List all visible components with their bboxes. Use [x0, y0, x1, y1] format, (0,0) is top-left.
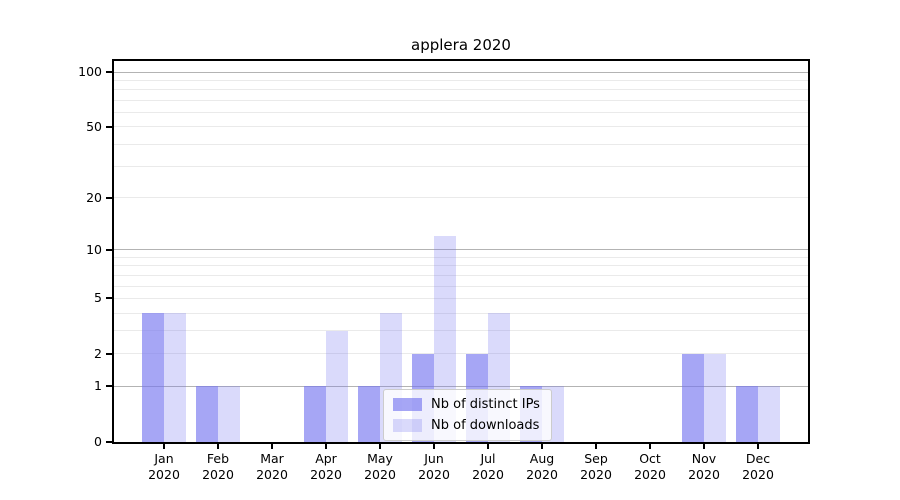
x-tick-mark — [757, 444, 759, 449]
legend-label-downloads: Nb of downloads — [431, 418, 540, 433]
y-tick-mark — [106, 71, 112, 74]
x-tick-mark — [163, 444, 165, 449]
x-tick-mark — [541, 444, 543, 449]
x-tick-label-apr: Apr 2020 — [310, 451, 342, 482]
x-tick-label-sep: Sep 2020 — [580, 451, 612, 482]
y-tick-mark — [106, 352, 112, 355]
bar-downloads-nov — [704, 353, 726, 442]
legend-swatch-downloads — [393, 419, 422, 432]
y-tick-label: 100 — [78, 64, 102, 80]
x-tick-label-jan: Jan 2020 — [148, 451, 180, 482]
y-tick-mark — [106, 385, 112, 388]
legend-item-distinct-ips: Nb of distinct IPs — [393, 397, 540, 412]
x-tick-label-aug: Aug 2020 — [526, 451, 558, 482]
gridline-minor — [114, 79, 808, 81]
y-tick-label: 50 — [86, 118, 102, 134]
x-tick-mark — [703, 444, 705, 449]
legend: Nb of distinct IPs Nb of downloads — [383, 389, 552, 441]
gridline-minor — [114, 297, 808, 299]
bar-distinct-ips-nov — [682, 353, 704, 442]
gridline-minor — [114, 353, 808, 355]
bar-downloads-jan — [164, 313, 186, 442]
y-tick-mark — [106, 297, 112, 300]
gridline-minor — [114, 197, 808, 199]
bar-distinct-ips-may — [358, 386, 380, 442]
y-tick-label: 5 — [94, 290, 102, 306]
gridline-minor — [114, 312, 808, 314]
y-tick-mark — [106, 196, 112, 199]
y-tick-mark — [106, 125, 112, 128]
x-tick-label-mar: Mar 2020 — [256, 451, 288, 482]
plot-area: Nb of distinct IPs Nb of downloads — [112, 59, 810, 444]
bar-distinct-ips-jan — [142, 313, 164, 442]
x-tick-label-oct: Oct 2020 — [634, 451, 666, 482]
bar-downloads-apr — [326, 330, 348, 442]
x-tick-label-nov: Nov 2020 — [688, 451, 720, 482]
legend-label-distinct-ips: Nb of distinct IPs — [431, 397, 540, 412]
gridline-minor — [114, 330, 808, 332]
y-tick-label: 20 — [86, 189, 102, 205]
gridline-minor — [114, 99, 808, 101]
gridline-minor — [114, 285, 808, 287]
x-tick-mark — [595, 444, 597, 449]
x-tick-label-jul: Jul 2020 — [472, 451, 504, 482]
x-tick-label-feb: Feb 2020 — [202, 451, 234, 482]
x-tick-mark — [379, 444, 381, 449]
gridline-minor — [114, 112, 808, 113]
y-tick-mark — [106, 248, 112, 251]
legend-swatch-distinct-ips — [393, 398, 422, 411]
gridline-major — [114, 71, 808, 73]
gridline-minor — [114, 265, 808, 267]
x-tick-label-jun: Jun 2020 — [418, 451, 450, 482]
x-tick-mark — [649, 444, 651, 449]
bar-distinct-ips-dec — [736, 386, 758, 442]
bar-distinct-ips-feb — [196, 386, 218, 442]
y-tick-label: 0 — [94, 434, 102, 449]
bar-distinct-ips-apr — [304, 386, 326, 442]
bar-downloads-dec — [758, 386, 780, 442]
bar-downloads-feb — [218, 386, 240, 442]
x-tick-mark — [271, 444, 273, 449]
gridline-major — [114, 385, 808, 387]
x-tick-mark — [325, 444, 327, 449]
gridline-minor — [114, 126, 808, 128]
x-tick-mark — [487, 444, 489, 449]
gridline-minor — [114, 256, 808, 258]
y-tick-mark — [106, 441, 112, 443]
x-tick-label-may: May 2020 — [364, 451, 396, 482]
x-tick-label-dec: Dec 2020 — [742, 451, 774, 482]
gridline-minor — [114, 143, 808, 145]
x-tick-mark — [217, 444, 219, 449]
gridline-minor — [114, 89, 808, 91]
y-tick-label: 1 — [94, 378, 102, 394]
gridline-minor — [114, 274, 808, 276]
y-tick-label: 2 — [94, 345, 102, 361]
gridline-major — [114, 249, 808, 251]
y-tick-label: 10 — [86, 241, 102, 257]
gridline-minor — [114, 166, 808, 168]
legend-item-downloads: Nb of downloads — [393, 418, 540, 433]
x-tick-mark — [433, 444, 435, 449]
chart-title: applera 2020 — [411, 36, 511, 54]
